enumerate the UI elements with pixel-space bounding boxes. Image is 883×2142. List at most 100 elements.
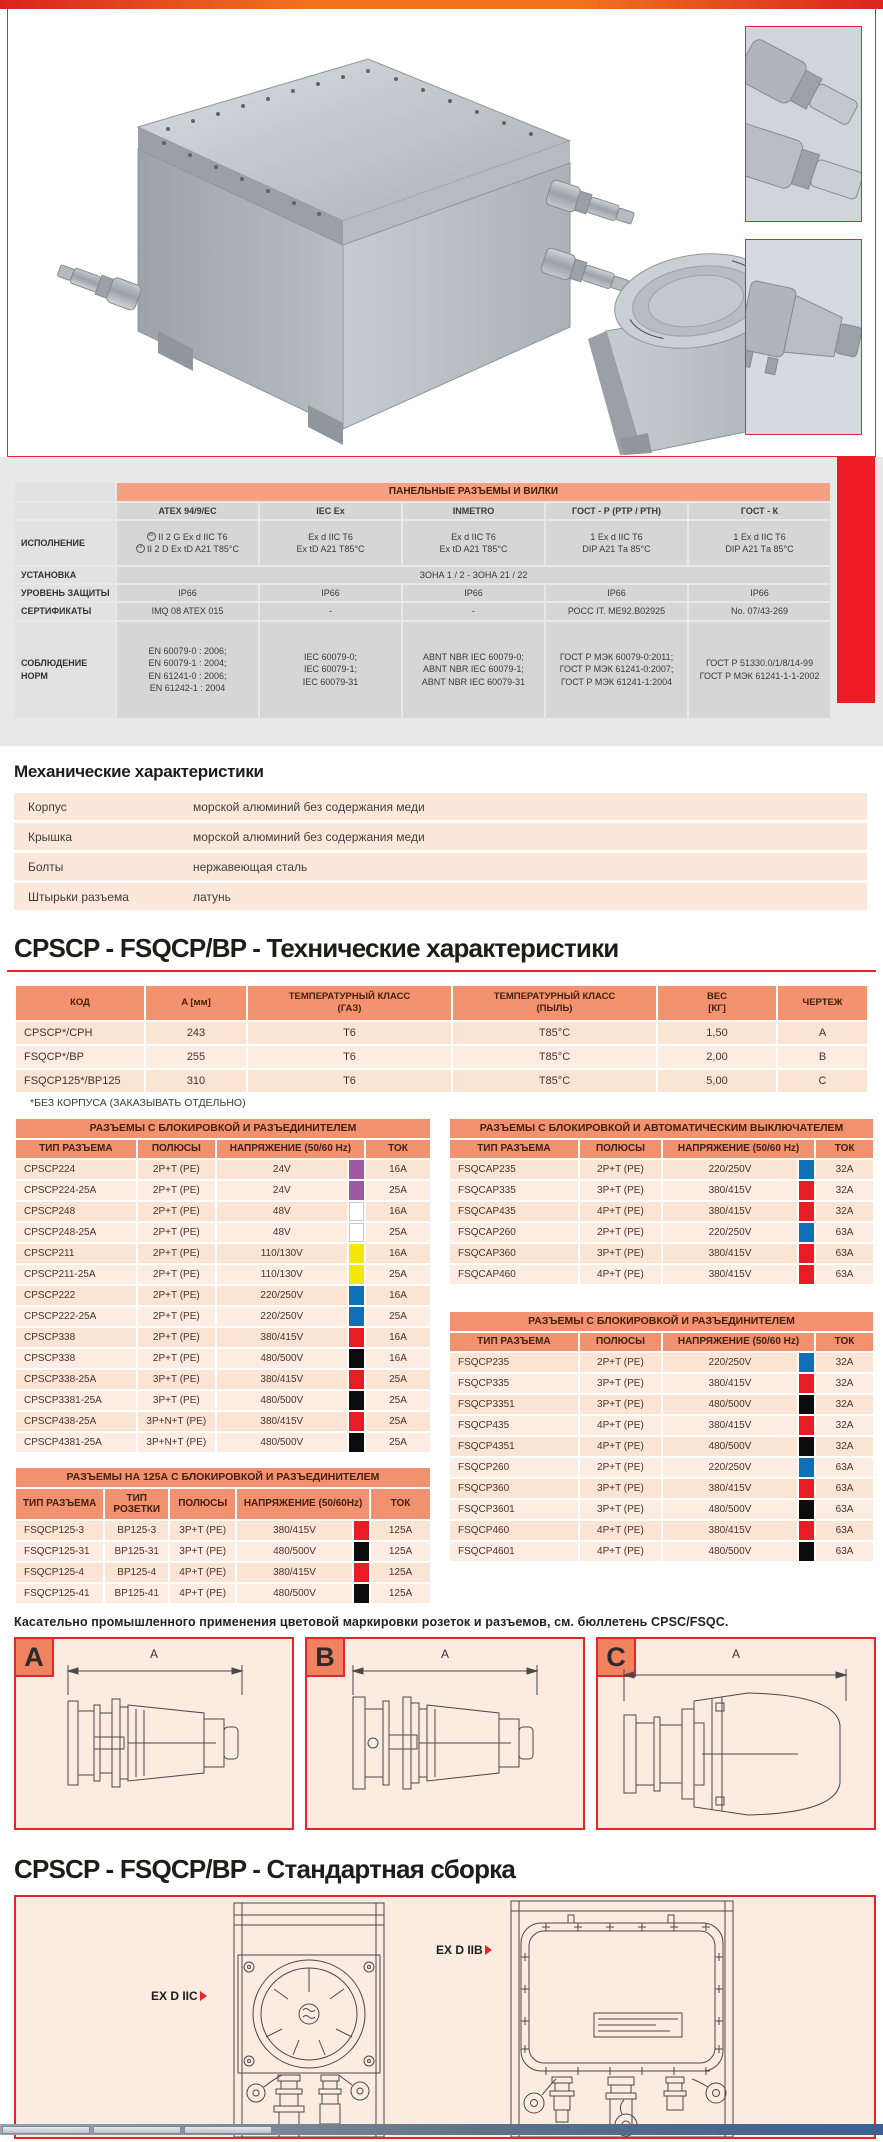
taskbar-button[interactable] (184, 2125, 272, 2134)
table-cell: BP125-4 (105, 1563, 169, 1582)
voltage-color-swatch (798, 1181, 815, 1200)
table-cell: 380/415V (662, 1521, 797, 1540)
table-cell: 32A (816, 1416, 873, 1435)
voltage-color-swatch (798, 1395, 815, 1414)
voltage-color-swatch (798, 1542, 815, 1561)
table-cell: 32A (816, 1202, 873, 1221)
table-cell: 2P+T (PE) (137, 1265, 215, 1284)
table-cell: 2P+T (PE) (137, 1244, 215, 1263)
cert-table-title: ПАНЕЛЬНЫЕ РАЗЪЕМЫ И ВИЛКИ (117, 483, 831, 501)
table-cell: 110/130V (216, 1265, 347, 1284)
voltage-color-swatch (348, 1328, 364, 1347)
table-cell: Болты (14, 853, 179, 880)
drawing-b-label: B (305, 1637, 345, 1677)
table-cell: 125A (371, 1563, 430, 1582)
interlock-table-title: РАЗЪЕМЫ С БЛОКИРОВКОЙ И РАЗЪЕДИНИТЕЛЕМ (16, 1119, 430, 1138)
table-cell: 4P+T (PE) (579, 1521, 661, 1540)
table-cell: 3P+T (PE) (579, 1479, 661, 1498)
table-cell: 25A (365, 1433, 430, 1452)
cert-col-gost-r: ГОСТ - Р (РТР / РТН) (546, 503, 687, 520)
voltage-color-swatch (348, 1265, 364, 1284)
cert-row-norms-label: СОБЛЮДЕНИЕ НОРМ (15, 621, 115, 718)
table-cell: 63A (816, 1458, 873, 1477)
table-cell: 16A (365, 1328, 430, 1347)
table-cell: 2P+T (PE) (137, 1202, 215, 1221)
voltage-color-swatch (798, 1202, 815, 1221)
table-cell: FSQCAP235 (450, 1160, 578, 1179)
table-cell: CPSCP338-25A (16, 1370, 136, 1389)
table-cell: 32A (816, 1437, 873, 1456)
table-cell: CPSCP4381-25A (16, 1433, 136, 1452)
table-cell: FSQCP125-41 (16, 1584, 104, 1603)
ex-d-iib-label: EX D IIB (436, 1943, 492, 1957)
tech-table: КОД A [мм] ТЕМПЕРАТУРНЫЙ КЛАСС (ГАЗ) ТЕМ… (14, 984, 869, 1094)
table-cell: 220/250V (662, 1353, 797, 1372)
page-top-accent-bar (0, 0, 883, 9)
table-row: FSQCP260 2P+T (PE) 220/250V 63A (450, 1458, 873, 1477)
cert-col-gost-k: ГОСТ - К (689, 503, 831, 520)
voltage-color-swatch (348, 1307, 364, 1326)
table-cell: 25A (365, 1370, 430, 1389)
table-cell: 2P+T (PE) (137, 1328, 215, 1347)
table-cell: FSQCP125-4 (16, 1563, 104, 1582)
cert-execution-iec: Ex d IIC T6 Ex tD A21 T85°C (260, 521, 401, 566)
table-row: FSQCP360 3P+T (PE) 380/415V 63A (450, 1479, 873, 1498)
table-cell: 220/250V (663, 1160, 797, 1179)
table-cell: 32A (816, 1353, 873, 1372)
pointer-triangle-icon (199, 1991, 207, 2001)
table-cell: FSQCP125*/BP125 (16, 1070, 144, 1092)
voltage-color-swatch (348, 1370, 364, 1389)
table-row: Корпус морской алюминий без содержания ме… (14, 793, 867, 820)
table-row: Крышка морской алюминий без содержания ме… (14, 823, 867, 850)
voltage-color-swatch (798, 1416, 815, 1435)
table-cell: 16A (365, 1349, 430, 1368)
amp125-table-title: РАЗЪЕМЫ НА 125А С БЛОКИРОВКОЙ И РАЗЪЕДИН… (16, 1468, 430, 1487)
table-cell: 1,50 (658, 1022, 776, 1044)
table-cell: 380/415V (662, 1416, 797, 1435)
connector-drawing-a (66, 1665, 244, 1788)
table-cell: 2P+T (PE) (579, 1353, 661, 1372)
table-cell: 2P+T (PE) (579, 1160, 662, 1179)
table-cell: 32A (816, 1160, 873, 1179)
table-row: CPSCP438-25A 3P+N+T (PE) 380/415V 25A (16, 1412, 430, 1431)
voltage-color-swatch (798, 1374, 815, 1393)
table-cell: BP125-31 (105, 1542, 169, 1561)
table-row: CPSCP338-25A 3P+T (PE) 380/415V 25A (16, 1370, 430, 1389)
table-cell: 3P+T (PE) (579, 1374, 661, 1393)
taskbar-button[interactable] (93, 2125, 181, 2134)
table-cell: FSQCP360 (450, 1479, 578, 1498)
connector-tables-section: РАЗЪЕМЫ С БЛОКИРОВКОЙ И РАЗЪЕДИНИТЕЛЕМ Т… (0, 1109, 883, 1605)
table-cell: FSQCAP435 (450, 1202, 578, 1221)
table-cell: 480/500V (216, 1349, 347, 1368)
cert-row-execution-label: ИСПОЛНЕНИЕ (15, 521, 115, 566)
table-cell: 480/500V (237, 1542, 352, 1561)
cert-execution-atex: II 2 G Ex d IIC T6 II 2 D Ex tD A21 T85°… (117, 521, 258, 566)
table-row: FSQCAP260 2P+T (PE) 220/250V 63A (450, 1223, 873, 1242)
drawing-box-a: A A (14, 1637, 294, 1830)
voltage-color-swatch (798, 1479, 815, 1498)
taskbar-button[interactable] (2, 2125, 90, 2134)
table-row: FSQCP125-31 BP125-31 3P+T (PE) 480/500V 125A (16, 1542, 430, 1561)
table-cell: 255 (146, 1046, 246, 1068)
voltage-color-swatch (798, 1160, 815, 1179)
table-cell: A (778, 1022, 867, 1044)
table-row: Болты нержавеющая сталь (14, 853, 867, 880)
table-cell: 480/500V (237, 1584, 352, 1603)
table-row: FSQCAP435 4P+T (PE) 380/415V 32A (450, 1202, 873, 1221)
table-row: FSQCP435 4P+T (PE) 380/415V 32A (450, 1416, 873, 1435)
table-cell: 2P+T (PE) (137, 1160, 215, 1179)
thumbnail-gland-closeup (746, 27, 861, 221)
voltage-color-swatch (348, 1391, 364, 1410)
table-row: FSQCAP460 4P+T (PE) 380/415V 63A (450, 1265, 873, 1284)
cert-corner-cell (15, 483, 115, 501)
table-cell: T6 (248, 1022, 451, 1044)
table-row: FSQCP3601 3P+T (PE) 480/500V 63A (450, 1500, 873, 1519)
table-cell: 310 (146, 1070, 246, 1092)
cert-execution-inmetro: Ex d IIC T6 Ex tD A21 T85°C (403, 521, 544, 566)
tech-col-temp-gas: ТЕМПЕРАТУРНЫЙ КЛАСС (ГАЗ) (248, 986, 451, 1020)
table-cell: FSQCP*/BP (16, 1046, 144, 1068)
table-cell: CPSCP211-25A (16, 1265, 136, 1284)
voltage-color-swatch (348, 1244, 364, 1263)
voltage-color-swatch (798, 1437, 815, 1456)
table-cell: 380/415V (663, 1244, 797, 1263)
